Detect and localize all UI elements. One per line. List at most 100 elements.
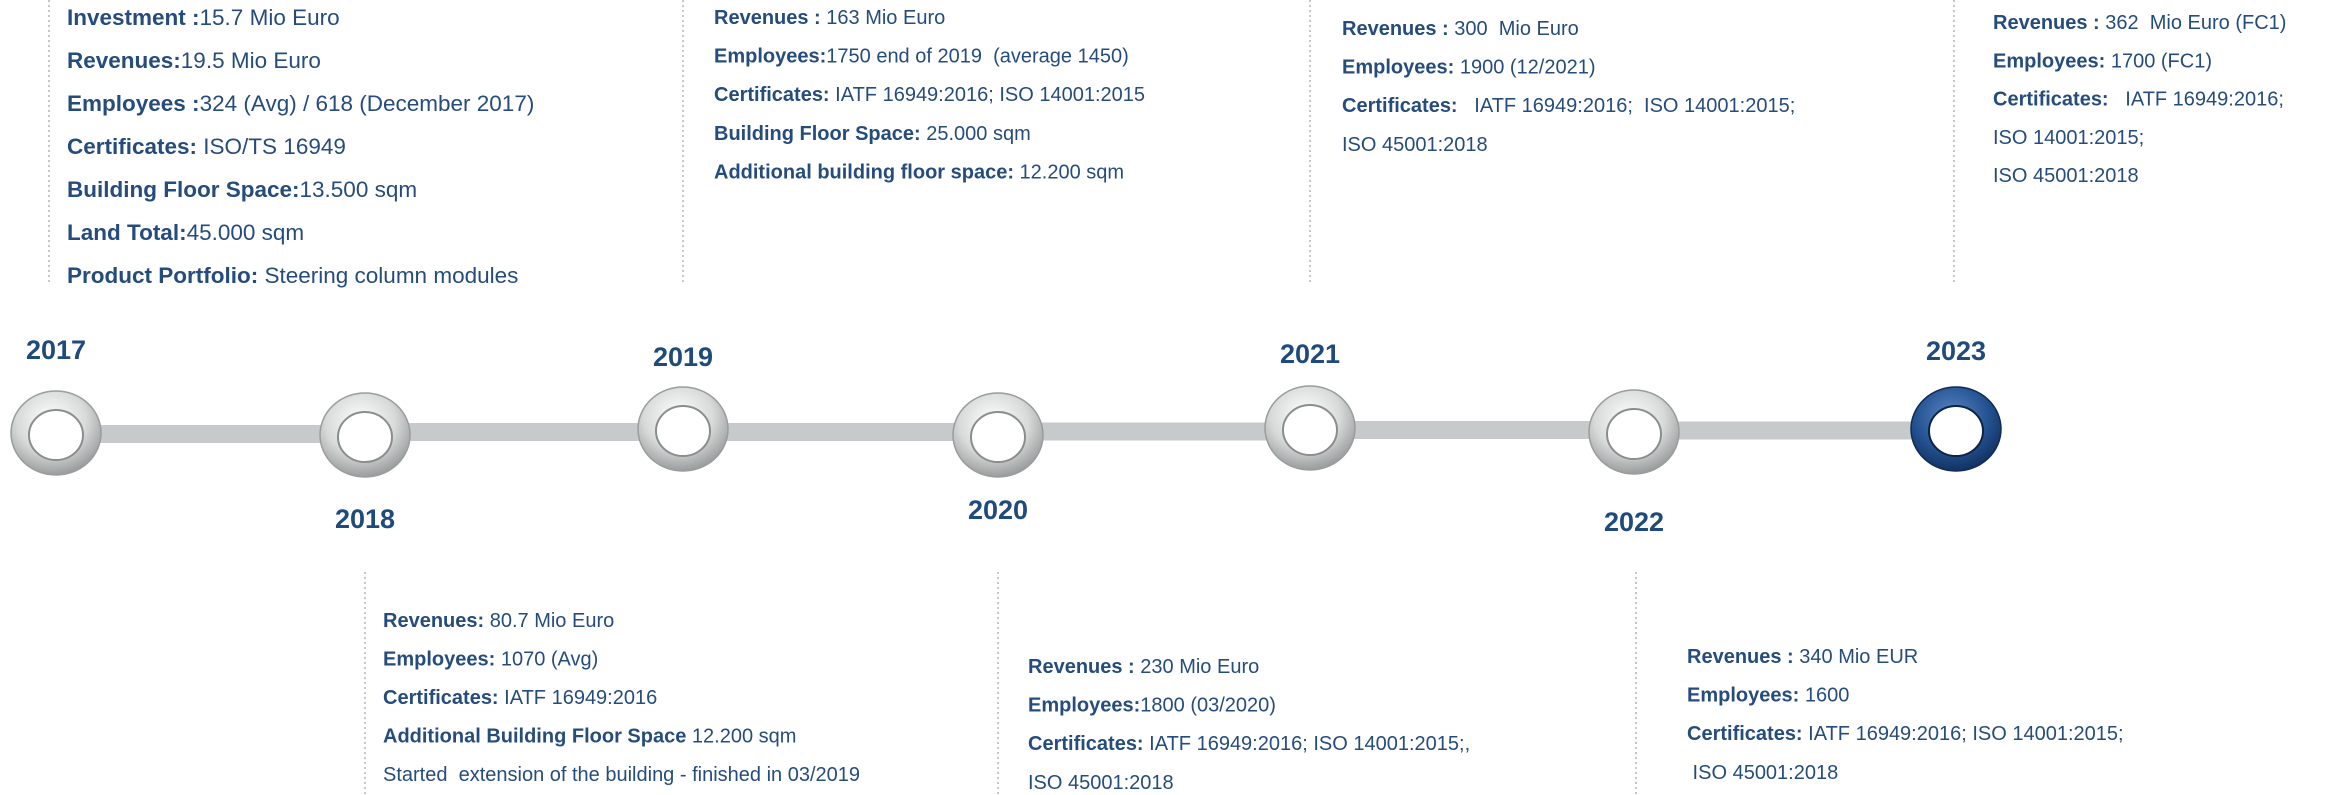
milestone-hole [655,405,711,457]
info-line: Land Total:45.000 sqm [67,220,304,245]
info-label: Revenues : [1028,656,1135,678]
info-text: 12.200 sqm [1014,162,1124,184]
info-line: Certificates: IATF 16949:2016; ISO 14001… [1687,723,2124,745]
info-label: Certificates: [67,134,197,159]
info-label: Building Floor Space: [67,177,300,202]
info-text: 25.000 sqm [921,123,1031,145]
info-label: Certificates: [714,84,830,106]
info-text: 324 (Avg) / 618 (December 2017) [200,91,535,116]
info-text: Started extension of the building - fini… [383,764,860,786]
info-text: 1750 end of 2019 (average 1450) [826,46,1128,68]
info-label: Investment : [67,5,200,30]
info-text: IATF 16949:2016; ISO 14001:2015 [830,84,1145,106]
info-text: 80.7 Mio Euro [484,610,614,632]
info-label: Certificates: [1342,95,1458,117]
info-text: ISO 45001:2018 [1993,165,2139,187]
info-label: Revenues : [1993,12,2100,34]
info-line: ISO 45001:2018 [1342,134,1488,156]
connector-bar [727,423,954,441]
info-label: Additional Building Floor Space [383,726,686,748]
info-text: 1900 (12/2021) [1454,57,1595,79]
info-label: Certificates: [1993,89,2109,111]
year-label: 2020 [968,495,1028,525]
info-text: IATF 16949:2016; ISO 14001:2015;, [1144,733,1471,755]
info-label: Revenues : [714,7,821,29]
info-text: IATF 16949:2016; ISO 14001:2015; [1803,723,2124,745]
info-text: 1070 (Avg) [495,649,598,671]
info-label: Certificates: [383,687,499,709]
year-label: 2017 [26,335,86,365]
info-text: ISO 45001:2018 [1342,134,1488,156]
info-text: ISO 45001:2018 [1687,762,1838,784]
connector-bar [100,425,321,443]
info-line: Employees: 1700 (FC1) [1993,51,2212,73]
info-line: Employees:1800 (03/2020) [1028,695,1276,717]
info-text: Steering column modules [258,263,518,288]
info-label: Employees: [714,46,826,68]
info-line: ISO 45001:2018 [1028,772,1174,794]
info-line: Employees: 1900 (12/2021) [1342,57,1596,79]
year-label: 2022 [1604,507,1664,537]
milestone-hole [1606,408,1662,460]
info-text: 19.5 Mio Euro [181,48,321,73]
info-line: Additional Building Floor Space 12.200 s… [383,726,796,748]
info-label: Revenues: [67,48,181,73]
info-line: Employees: 1600 [1687,685,1849,707]
info-text: 163 Mio Euro [821,7,946,29]
info-line: Certificates: IATF 16949:2016; ISO 14001… [1342,95,1795,117]
info-line: Employees: 1070 (Avg) [383,649,598,671]
info-label: Building Floor Space: [714,123,921,145]
info-text: 1700 (FC1) [2105,51,2212,73]
info-text: 362 Mio Euro (FC1) [2100,12,2287,34]
info-line: ISO 14001:2015; [1993,127,2144,149]
info-text: ISO 45001:2018 [1028,772,1174,794]
info-line: Certificates: IATF 16949:2016; ISO 14001… [1028,733,1470,755]
connector-bar [1354,421,1590,439]
info-line: Revenues: 80.7 Mio Euro [383,610,614,632]
info-text: 300 Mio Euro [1449,18,1579,40]
info-label: Additional building floor space: [714,162,1014,184]
info-label: Revenues: [383,610,484,632]
info-line: Revenues : 163 Mio Euro [714,7,945,29]
info-line: Certificates: ISO/TS 16949 [67,134,346,159]
info-text: 13.500 sqm [300,177,418,202]
info-line: ISO 45001:2018 [1687,762,1838,784]
info-text: 45.000 sqm [187,220,305,245]
info-line: Additional building floor space: 12.200 … [714,162,1124,184]
milestone-hole [28,409,84,461]
connector-bar [409,423,639,441]
info-line: Employees:1750 end of 2019 (average 1450… [714,46,1129,68]
info-line: Certificates: IATF 16949:2016; ISO 14001… [714,84,1145,106]
info-label: Revenues : [1687,646,1794,668]
info-text: 1600 [1799,685,1849,707]
year-label: 2023 [1926,336,1986,366]
info-line: Investment :15.7 Mio Euro [67,5,340,30]
info-line: Product Portfolio: Steering column modul… [67,263,518,288]
info-label: Employees: [383,649,495,671]
year-label: 2019 [653,342,713,372]
info-label: Employees: [1993,51,2105,73]
info-text: 1800 (03/2020) [1140,695,1276,717]
info-line: Building Floor Space:13.500 sqm [67,177,417,202]
info-line: Revenues : 300 Mio Euro [1342,18,1579,40]
milestone-hole [1282,404,1338,456]
info-label: Certificates: [1028,733,1144,755]
info-text: 15.7 Mio Euro [200,5,340,30]
info-line: Revenues : 362 Mio Euro (FC1) [1993,12,2286,34]
info-text: ISO/TS 16949 [197,134,346,159]
info-line: Revenues : 230 Mio Euro [1028,656,1259,678]
info-label: Employees: [1687,685,1799,707]
info-text: 230 Mio Euro [1135,656,1260,678]
info-label: Land Total: [67,220,187,245]
info-label: Employees: [1342,57,1454,79]
year-label: 2021 [1280,339,1340,369]
info-text: 340 Mio EUR [1794,646,1919,668]
info-line: Started extension of the building - fini… [383,764,860,786]
info-line: ISO 45001:2018 [1993,165,2139,187]
info-text: IATF 16949:2016; [2109,89,2284,111]
info-line: Certificates: IATF 16949:2016 [383,687,657,709]
year-label: 2018 [335,504,395,534]
info-line: Certificates: IATF 16949:2016; [1993,89,2284,111]
